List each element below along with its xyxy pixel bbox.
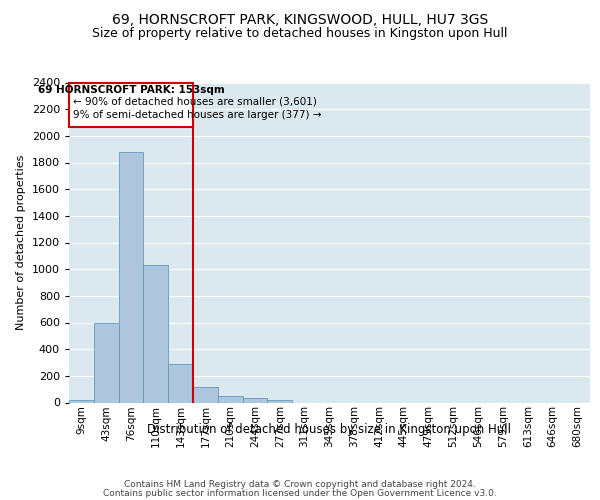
Text: Contains HM Land Registry data © Crown copyright and database right 2024.: Contains HM Land Registry data © Crown c… [124, 480, 476, 489]
Bar [143, 265, 168, 402]
Bar [69, 400, 94, 402]
Y-axis label: Number of detached properties: Number of detached properties [16, 155, 26, 330]
Text: Contains public sector information licensed under the Open Government Licence v3: Contains public sector information licen… [103, 488, 497, 498]
Bar [218, 396, 242, 402]
Text: 9% of semi-detached houses are larger (377) →: 9% of semi-detached houses are larger (3… [73, 110, 322, 120]
Text: Distribution of detached houses by size in Kingston upon Hull: Distribution of detached houses by size … [148, 422, 511, 436]
Bar [193, 386, 218, 402]
Bar [242, 398, 268, 402]
FancyBboxPatch shape [70, 82, 193, 127]
Bar [94, 322, 119, 402]
Bar [268, 400, 292, 402]
Bar [119, 152, 143, 403]
Text: Size of property relative to detached houses in Kingston upon Hull: Size of property relative to detached ho… [92, 28, 508, 40]
Text: 69, HORNSCROFT PARK, KINGSWOOD, HULL, HU7 3GS: 69, HORNSCROFT PARK, KINGSWOOD, HULL, HU… [112, 12, 488, 26]
Bar [168, 364, 193, 403]
Text: ← 90% of detached houses are smaller (3,601): ← 90% of detached houses are smaller (3,… [73, 96, 317, 106]
Text: 69 HORNSCROFT PARK: 153sqm: 69 HORNSCROFT PARK: 153sqm [38, 85, 225, 95]
